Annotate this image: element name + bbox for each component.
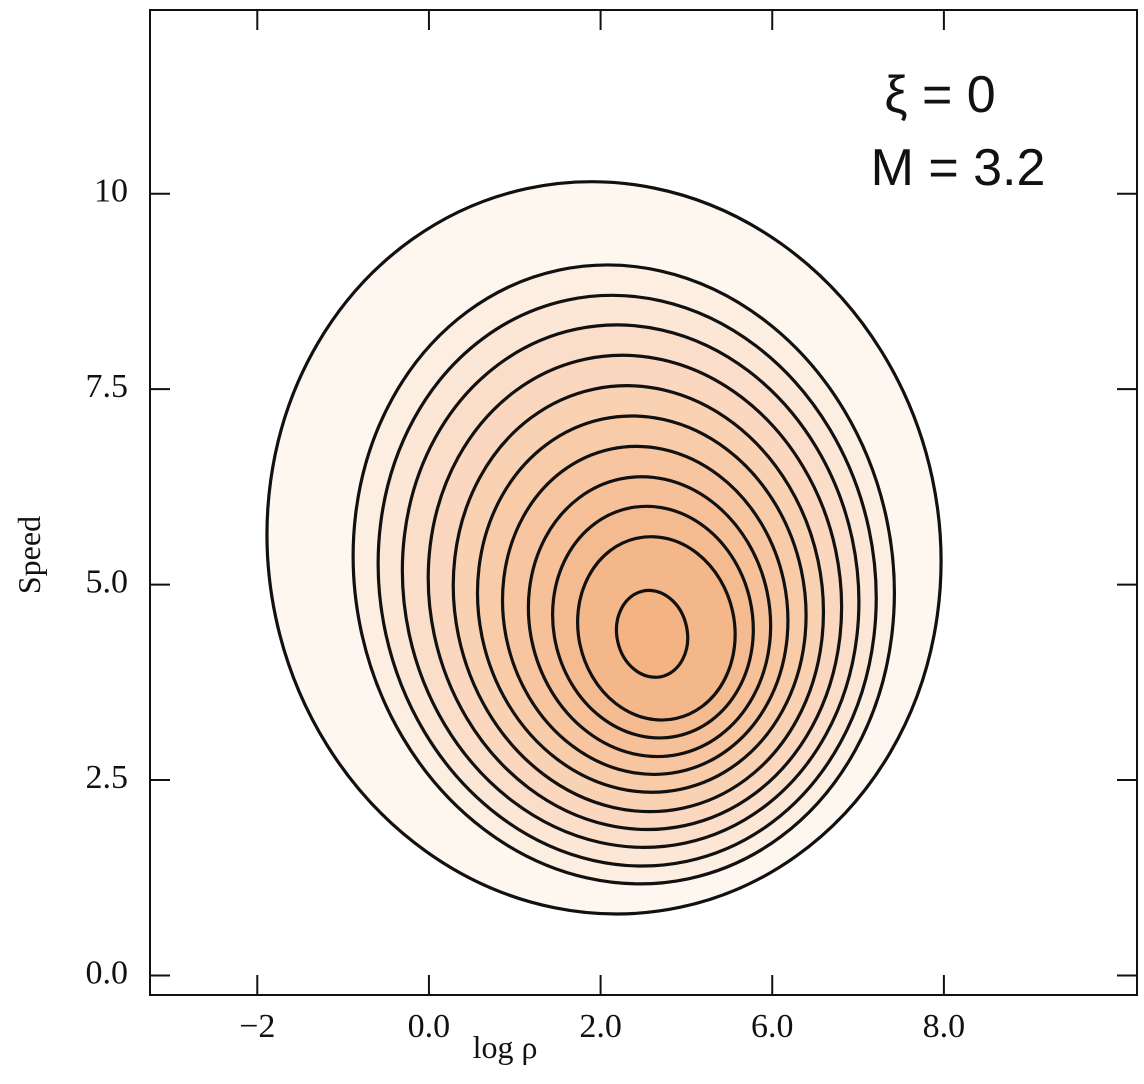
x-axis-label: log ρ [473,1029,538,1065]
contour-line [550,504,755,740]
contour-line [400,323,861,849]
y-tick-label: 5.0 [86,563,129,600]
y-axis-label: Speed [11,516,47,594]
x-tick-label: 8.0 [923,1008,966,1045]
x-tick-label: 2.0 [579,1008,622,1045]
contour-fill [552,506,754,738]
x-tick-label: −2 [239,1008,275,1045]
contour-line [526,475,773,759]
contour-fill [616,590,688,678]
contour-line [614,588,690,679]
contour-line [451,384,826,814]
contour-line [426,353,844,832]
plot-frame [149,9,1138,996]
contour-fill [453,385,824,812]
contour-line [351,263,896,886]
contour-fill [528,476,771,757]
contour-fill [577,536,736,721]
y-tick-label: 7.5 [86,368,129,405]
contour-line [265,180,943,916]
annotation: M = 3.2 [871,139,1046,197]
contour-line [500,444,790,776]
x-tick-label: 0.0 [408,1008,451,1045]
x-tick-label: 6.0 [751,1008,794,1045]
y-tick-label: 2.5 [86,759,129,796]
annotation: ξ = 0 [884,66,995,124]
contour-line [376,293,878,868]
y-tick-label: 0.0 [86,954,129,991]
y-tick-label: 10 [94,173,128,210]
contour-line [475,414,808,794]
contour-fill [267,181,942,914]
contour-line [576,535,737,722]
contour-fill [353,265,895,884]
